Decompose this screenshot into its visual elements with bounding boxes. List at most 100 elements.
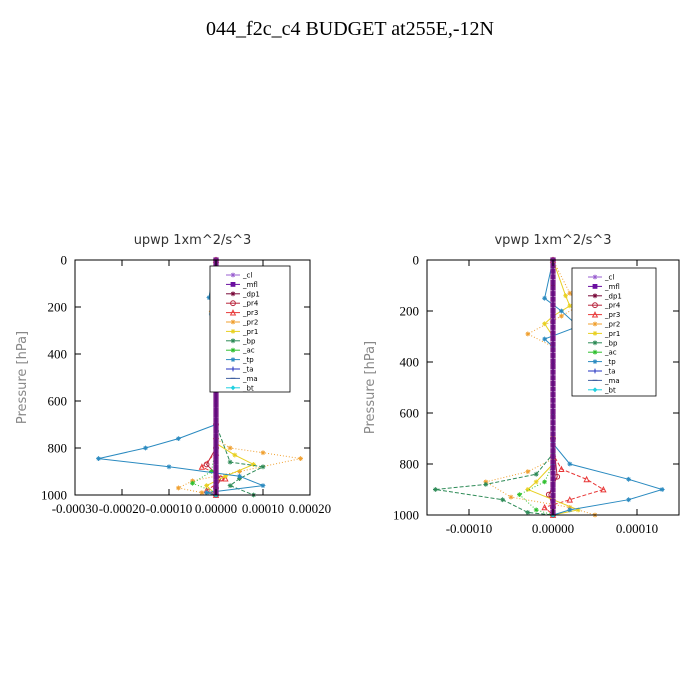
legend-marker [592, 293, 598, 299]
x-tick-label: 0.00020 [289, 501, 331, 516]
data-point [566, 496, 574, 503]
legend-label: _pr4 [242, 300, 259, 308]
y-tick-label: 600 [400, 406, 420, 421]
x-tick-label: 0.00000 [195, 501, 237, 516]
chart-panel-1: upwp 1xm^2/s^3 Pressure [hPa] 0 200 400 600 80… [15, 233, 331, 516]
x-tick-label: 0.00000 [532, 521, 574, 536]
legend-label: _cl [604, 274, 614, 282]
x-tick-label: -0.00010 [446, 521, 493, 536]
data-point [567, 504, 573, 510]
data-point [525, 331, 531, 337]
data-point [483, 479, 489, 485]
data-point [563, 293, 568, 299]
data-point [517, 492, 522, 497]
y-tick-label: 1000 [41, 488, 67, 503]
legend-marker [230, 300, 236, 307]
data-point [232, 452, 238, 458]
series-line [543, 260, 605, 516]
data-point [559, 308, 564, 314]
legend-box [209, 265, 291, 393]
legend-marker [592, 302, 598, 309]
data-point [204, 490, 209, 496]
data-point [227, 459, 233, 465]
legend-marker [230, 347, 236, 353]
chart-title: upwp 1xm^2/s^3 [134, 233, 252, 248]
data-point [559, 313, 564, 319]
legend-label: _dp1 [604, 292, 622, 300]
legend-label: _bt [242, 384, 254, 392]
legend-marker [230, 385, 236, 391]
legend-label: _ta [604, 368, 616, 376]
legend-label: _pr2 [242, 319, 258, 327]
legend-marker [592, 340, 598, 346]
y-tick-label: 0 [61, 253, 68, 268]
series-bp [433, 257, 556, 518]
y-tick-label: 400 [400, 355, 420, 370]
data-point [251, 462, 256, 467]
y-tick-label: 0 [413, 253, 420, 268]
data-point [558, 465, 565, 472]
x-tick-label: 0.00010 [242, 501, 284, 516]
legend-label: _pr1 [604, 330, 620, 338]
legend-label: _cl [242, 272, 252, 280]
data-point [204, 483, 209, 488]
data-point [541, 503, 548, 511]
legend-marker [592, 321, 598, 327]
data-point [533, 471, 539, 477]
y-tick-label: 600 [48, 394, 68, 409]
data-point [525, 469, 531, 475]
legend-label: _dp1 [242, 290, 260, 298]
data-point [227, 483, 233, 488]
legend-label: _ac [242, 347, 255, 355]
data-point [567, 461, 573, 467]
legend-marker [230, 366, 236, 372]
data-point [176, 485, 181, 491]
data-point [176, 436, 181, 441]
legend-label: _pr2 [604, 321, 620, 329]
data-point [206, 295, 212, 300]
data-point [508, 494, 514, 500]
legend-label: _pr1 [242, 328, 258, 336]
legend-marker [230, 329, 236, 334]
data-point [223, 473, 228, 479]
legend-label: _ta [242, 366, 254, 374]
data-point [166, 464, 172, 470]
data-point [525, 510, 531, 515]
legend-marker [592, 274, 598, 280]
legend-label: _bt [604, 386, 616, 394]
y-axis-label: Pressure [hPa] [15, 331, 30, 424]
data-point [199, 490, 205, 496]
series-line [435, 260, 554, 516]
data-point [208, 469, 214, 474]
x-tick-label: 0.00010 [616, 521, 658, 536]
legend-marker [230, 272, 236, 278]
data-point [260, 450, 266, 456]
legend-marker [230, 282, 236, 287]
y-tick-label: 1000 [393, 508, 419, 523]
legend-marker [592, 359, 598, 364]
x-tick-label: -0.00030 [52, 501, 99, 516]
data-point [542, 336, 547, 342]
data-point [525, 487, 531, 492]
data-point [190, 480, 195, 486]
data-point [483, 482, 489, 487]
legend-marker [592, 387, 598, 393]
legend-label: _tp [604, 358, 616, 366]
data-point [626, 497, 631, 503]
page-title: 044_f2c_c4 BUDGET at255E,-12N [206, 18, 494, 40]
legend-label: _bp [604, 339, 618, 347]
legend-label: _ma [604, 377, 620, 385]
y-tick-label: 200 [48, 300, 68, 315]
data-point [260, 464, 266, 470]
data-point [542, 479, 547, 485]
y-tick-label: 200 [400, 304, 420, 319]
legend-label: _ac [604, 349, 617, 357]
legend-label: _ma [242, 375, 258, 383]
y-tick-label: 400 [48, 347, 68, 362]
legend-marker [592, 368, 598, 374]
data-point [143, 445, 148, 451]
zero-column-markers [550, 257, 556, 516]
data-point [533, 479, 539, 485]
data-point [659, 487, 665, 492]
